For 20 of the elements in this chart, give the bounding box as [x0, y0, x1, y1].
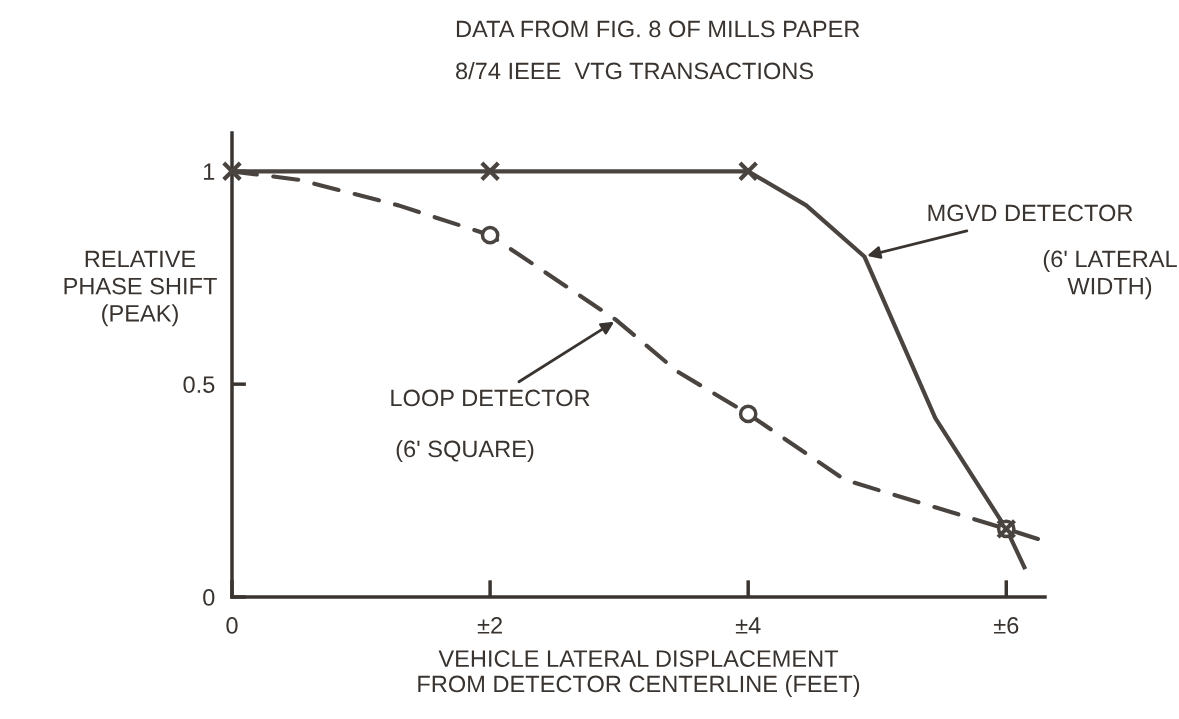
y-tick-label: 0 — [203, 589, 215, 606]
x-tick-label: ±4 — [735, 617, 761, 634]
point — [479, 161, 501, 182]
x-tick-label: ±2 — [477, 617, 502, 634]
point — [221, 161, 243, 182]
annotation: LOOP DETECTOR — [391, 389, 590, 407]
point — [738, 404, 758, 424]
annotation: (6' LATERAL WIDTH) — [1043, 250, 1177, 300]
chart-title: DATA FROM FIG. 8 OF MILLS PAPER — [456, 20, 860, 38]
point — [737, 161, 759, 182]
annotation: MGVD DETECTOR — [928, 204, 1133, 222]
x-tick-label: ±6 — [993, 617, 1019, 634]
annotation: (6' SQUARE) — [396, 440, 534, 462]
y-tick-label: 0.5 — [183, 376, 215, 393]
y-axis-title: RELATIVE PHASE SHIFT (PEAK) — [64, 250, 217, 327]
point — [480, 225, 500, 245]
y-tick-label: 1 — [204, 163, 215, 180]
chart-subtitle: 8/74 IEEE VTG TRANSACTIONS — [456, 62, 814, 80]
x-axis-title: VEHICLE LATERAL DISPLACEMENT FROM DETECTOR CENTERLINE (FEET) — [418, 650, 860, 697]
x-tick-label: 0 — [226, 617, 238, 634]
